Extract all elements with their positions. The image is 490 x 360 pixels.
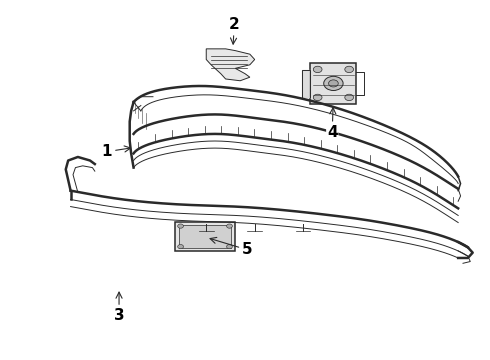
Text: 2: 2 bbox=[229, 17, 240, 44]
Text: 3: 3 bbox=[114, 292, 124, 323]
Circle shape bbox=[345, 94, 353, 100]
FancyBboxPatch shape bbox=[179, 225, 231, 248]
Circle shape bbox=[178, 224, 183, 228]
Circle shape bbox=[226, 224, 232, 228]
Polygon shape bbox=[302, 70, 310, 97]
Circle shape bbox=[226, 244, 232, 249]
Circle shape bbox=[345, 66, 353, 73]
Circle shape bbox=[313, 94, 322, 100]
FancyBboxPatch shape bbox=[310, 63, 356, 104]
Circle shape bbox=[324, 76, 343, 90]
Text: 5: 5 bbox=[210, 237, 253, 257]
Circle shape bbox=[313, 66, 322, 73]
Circle shape bbox=[178, 244, 183, 249]
Text: 4: 4 bbox=[327, 108, 338, 140]
Text: 1: 1 bbox=[102, 144, 130, 159]
Circle shape bbox=[329, 80, 338, 87]
Polygon shape bbox=[206, 49, 255, 81]
FancyBboxPatch shape bbox=[175, 222, 235, 251]
